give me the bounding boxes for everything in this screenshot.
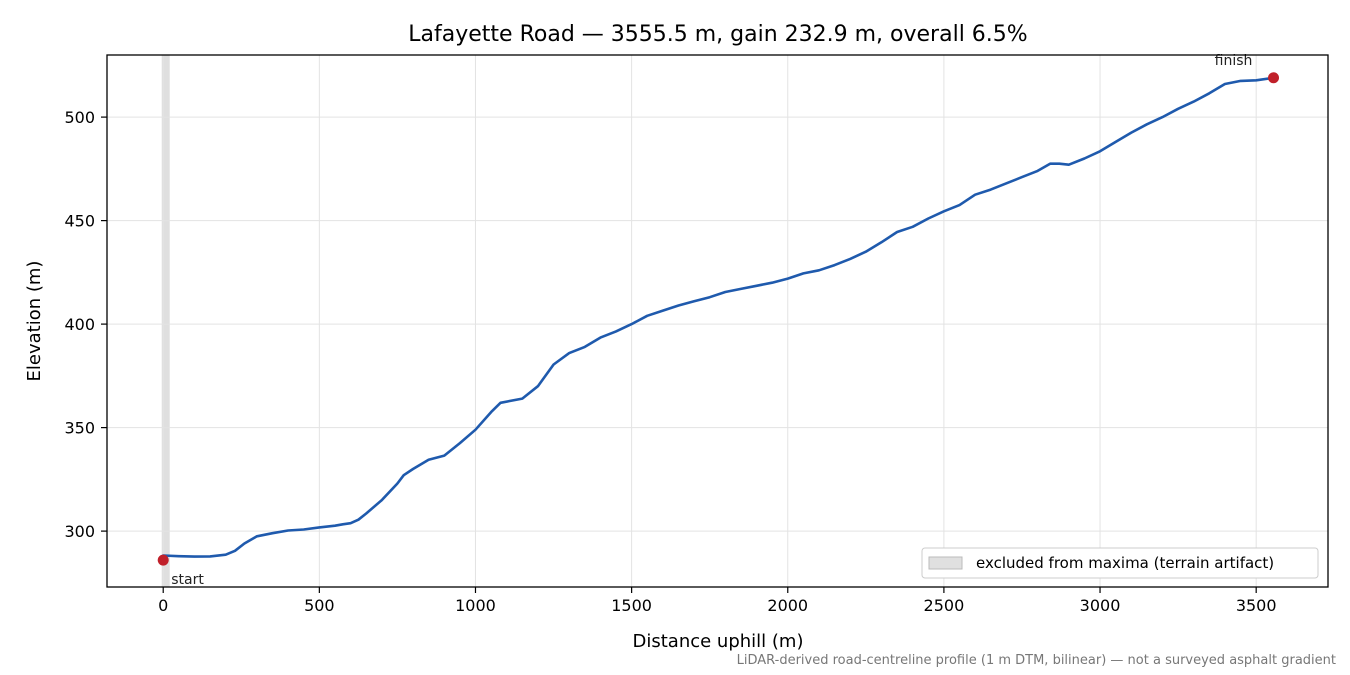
x-tick-label: 0 [158, 596, 168, 615]
legend: excluded from maxima (terrain artifact) [921, 547, 1319, 579]
finish-marker [1268, 72, 1280, 84]
start-label: start [171, 572, 204, 588]
plot-area: start finish [106, 53, 1329, 588]
excluded-region-band [161, 55, 170, 587]
x-tick-label: 1500 [611, 596, 652, 615]
x-tick-label: 2500 [924, 596, 965, 615]
finish-label: finish [1215, 53, 1253, 69]
elevation-series-line [161, 76, 1275, 558]
excluded-region-layer [161, 55, 170, 587]
legend-box [921, 547, 1319, 579]
legend-label-excluded: excluded from maxima (terrain artifact) [976, 554, 1274, 572]
y-tick-label: 300 [64, 522, 95, 541]
line-layer [161, 76, 1275, 558]
x-axis-label: Distance uphill (m) [633, 631, 804, 652]
start-marker [157, 554, 169, 566]
y-tick-label: 500 [64, 108, 95, 127]
y-axis-ticks: 300 350 400 450 500 [64, 108, 107, 541]
x-tick-label: 3000 [1080, 596, 1121, 615]
y-tick-label: 450 [64, 212, 95, 231]
marker-layer: start finish [157, 53, 1280, 588]
y-tick-label: 400 [64, 315, 95, 334]
x-tick-label: 500 [304, 596, 335, 615]
x-axis-ticks: 0 500 1000 1500 2000 2500 3000 3500 [158, 587, 1277, 615]
chart-title: Lafayette Road — 3555.5 m, gain 232.9 m,… [408, 22, 1027, 47]
legend-swatch-excluded [928, 556, 963, 570]
y-axis-label: Elevation (m) [24, 261, 45, 382]
y-tick-label: 350 [64, 419, 95, 438]
chart-footnote: LiDAR-derived road-centreline profile (1… [737, 653, 1336, 668]
x-tick-label: 2000 [767, 596, 808, 615]
grid-layer [107, 55, 1328, 587]
plot-frame [106, 54, 1329, 588]
x-tick-label: 3500 [1236, 596, 1277, 615]
x-tick-label: 1000 [455, 596, 496, 615]
